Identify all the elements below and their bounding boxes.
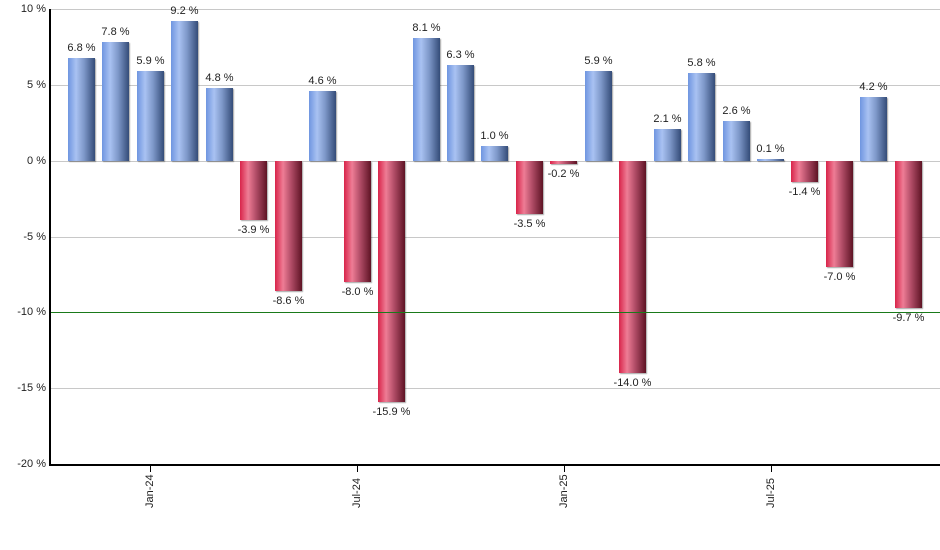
x-tick-label: Jan-24 xyxy=(144,474,156,508)
y-tick-label: -20 % xyxy=(17,458,46,470)
bar-jan-24 xyxy=(137,71,164,161)
bar-nov-25 xyxy=(895,160,922,308)
bar-oct-25 xyxy=(860,96,887,161)
y-tick-label: -5 % xyxy=(23,231,46,243)
bar-value-label: 4.6 % xyxy=(308,74,337,87)
bar-value-label: -8.6 % xyxy=(272,295,305,308)
x-tick-mark xyxy=(150,466,151,472)
x-axis xyxy=(49,464,940,466)
bar-oct-24 xyxy=(447,65,474,161)
bar-dec-23 xyxy=(102,42,129,161)
bar-nov-24 xyxy=(481,145,508,161)
bar-jun-24 xyxy=(309,90,336,161)
x-tick-mark xyxy=(564,466,565,472)
y-tick-label: -15 % xyxy=(17,382,46,394)
bar-value-label: 5.8 % xyxy=(687,56,716,69)
bar-value-label: -8.0 % xyxy=(341,286,374,298)
bar-value-label: 4.2 % xyxy=(859,80,888,93)
bar-value-label: -9.7 % xyxy=(892,311,925,324)
bar-may-25 xyxy=(688,72,715,161)
gridline xyxy=(50,388,940,389)
x-tick-label: Jan-25 xyxy=(558,474,570,508)
bar-feb-25 xyxy=(585,71,612,161)
bar-mar-25 xyxy=(619,160,646,373)
bar-sep-25 xyxy=(826,160,853,267)
bar-value-label: -7.0 % xyxy=(823,270,856,283)
bar-aug-25 xyxy=(791,160,818,182)
bar-dec-24 xyxy=(516,160,543,214)
bar-sep-24 xyxy=(413,37,440,161)
bar-value-label: -15.9 % xyxy=(372,405,411,418)
bar-apr-25 xyxy=(654,128,681,161)
gridline xyxy=(50,85,940,86)
bar-jun-25 xyxy=(723,121,750,161)
gridline xyxy=(50,161,940,162)
bar-apr-24 xyxy=(240,160,267,220)
bar-value-label: -3.5 % xyxy=(513,217,546,230)
bar-jul-24 xyxy=(344,160,371,282)
bar-value-label: 5.9 % xyxy=(584,55,613,68)
y-tick-label: 0 % xyxy=(27,155,46,167)
y-tick-label: 10 % xyxy=(20,3,46,15)
bar-nov-23 xyxy=(68,57,95,161)
bar-value-label: 2.1 % xyxy=(653,112,682,125)
reference-line-minus-10 xyxy=(50,312,940,313)
bar-value-label: -3.9 % xyxy=(237,223,270,236)
y-tick-label: 5 % xyxy=(27,79,46,91)
bar-value-label: 1.0 % xyxy=(480,129,509,142)
y-axis xyxy=(49,9,51,465)
bar-value-label: 5.9 % xyxy=(136,55,165,68)
bar-may-24 xyxy=(275,160,302,292)
bar-value-label: 6.3 % xyxy=(446,49,475,62)
bar-jul-25 xyxy=(757,159,784,161)
bar-value-label: 8.1 % xyxy=(412,21,441,34)
bar-mar-24 xyxy=(206,87,233,161)
x-tick-mark xyxy=(357,466,358,472)
bar-value-label: 6.8 % xyxy=(67,41,96,54)
x-tick-label: Jul-25 xyxy=(765,478,777,508)
bar-value-label: 7.8 % xyxy=(101,26,130,39)
bar-value-label: -14.0 % xyxy=(613,377,652,389)
bar-jan-25 xyxy=(550,160,577,164)
bar-value-label: -0.2 % xyxy=(547,167,580,180)
y-tick-label: -10 % xyxy=(17,306,46,318)
bar-value-label: 4.8 % xyxy=(205,71,234,84)
bar-feb-24 xyxy=(171,21,198,161)
x-tick-label: Jul-24 xyxy=(351,478,363,508)
bar-value-label: 0.1 % xyxy=(756,143,785,156)
bar-value-label: 2.6 % xyxy=(722,105,751,118)
gridline xyxy=(50,9,940,10)
gridline xyxy=(50,237,940,238)
bar-aug-24 xyxy=(378,160,405,402)
bar-value-label: -1.4 % xyxy=(788,185,821,198)
x-tick-mark xyxy=(771,466,772,472)
bar-value-label: 9.2 % xyxy=(170,5,199,18)
